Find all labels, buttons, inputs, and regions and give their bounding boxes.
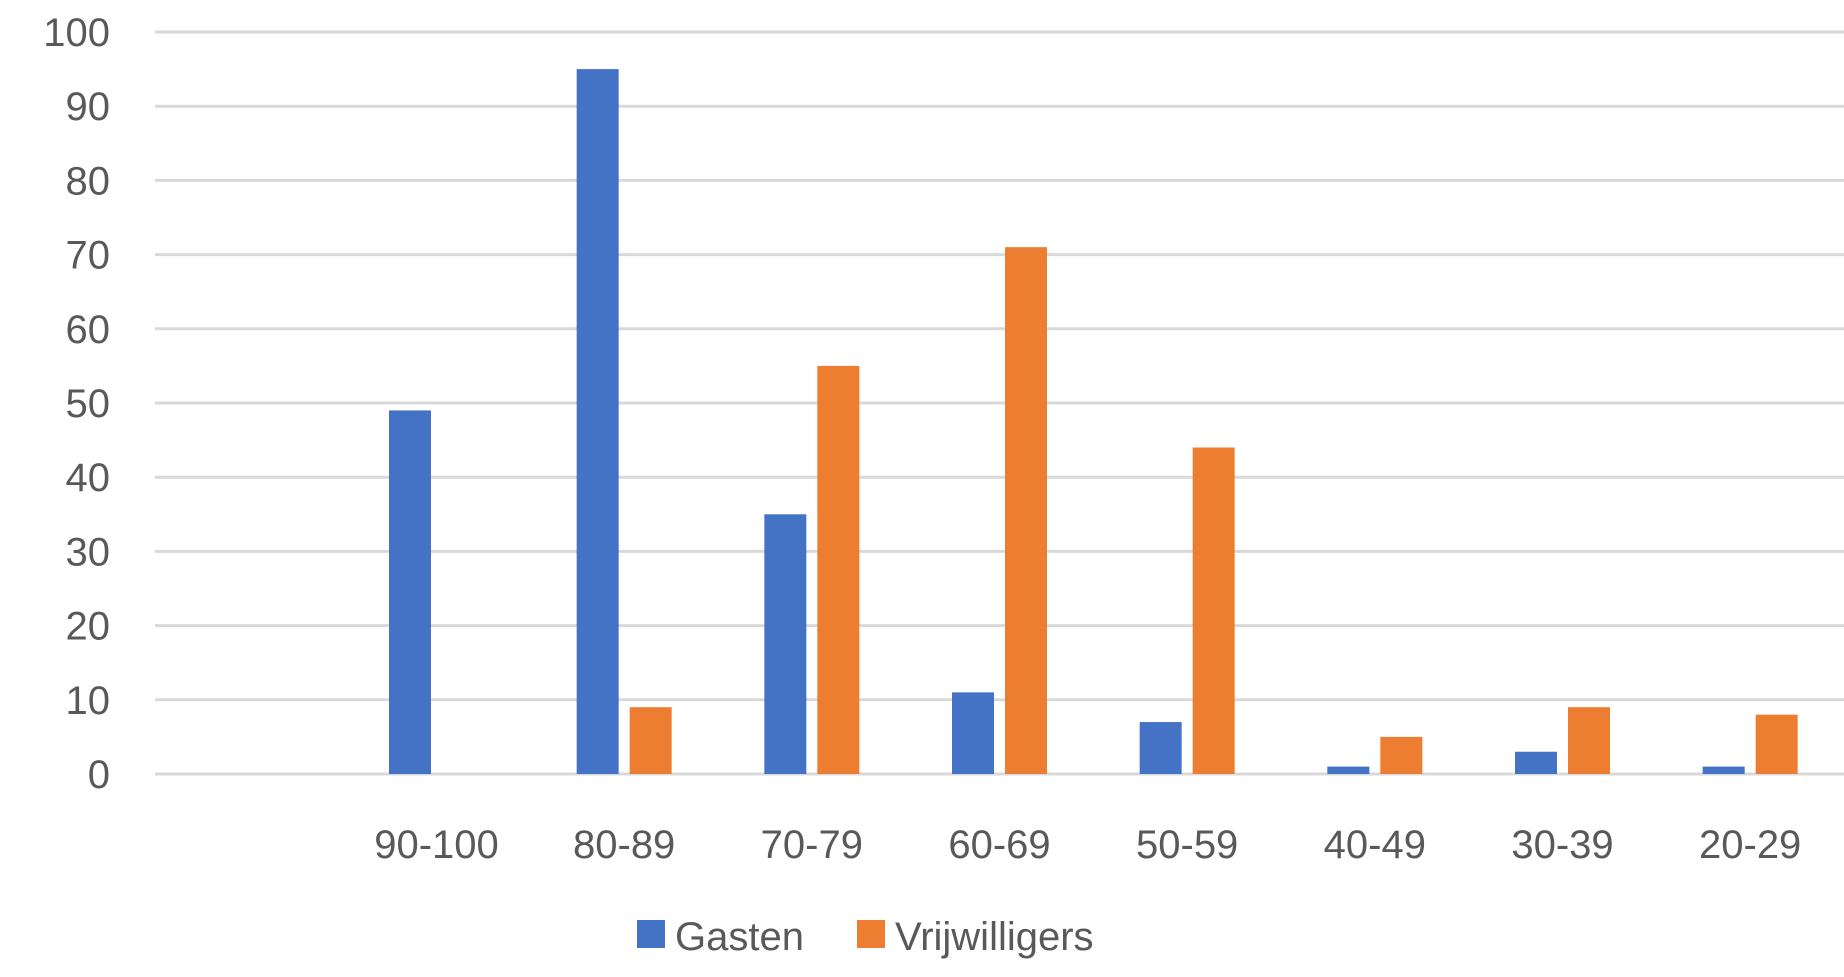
y-tick-label: 100 bbox=[43, 11, 110, 55]
y-tick-label: 80 bbox=[66, 159, 111, 203]
x-tick-label: 70-79 bbox=[761, 823, 863, 867]
legend: Gasten Vrijwilligers bbox=[637, 915, 1094, 959]
y-tick-label: 50 bbox=[66, 382, 111, 426]
bar-vrijwilligers-80-89 bbox=[629, 707, 672, 774]
legend-swatch-gasten bbox=[637, 920, 665, 948]
legend-label-vrijwilligers: Vrijwilligers bbox=[895, 915, 1094, 959]
x-tick-label: 90-100 bbox=[374, 823, 499, 867]
x-tick-label: 50-59 bbox=[1136, 823, 1238, 867]
y-tick-label: 30 bbox=[66, 530, 111, 574]
x-tick-label: 60-69 bbox=[948, 823, 1050, 867]
bar-vrijwilligers-40-49 bbox=[1380, 736, 1423, 774]
gridlines bbox=[155, 30, 1844, 776]
x-tick-label: 40-49 bbox=[1324, 823, 1426, 867]
bar-gasten-70-79 bbox=[764, 514, 807, 774]
bar-gasten-90-100 bbox=[389, 410, 431, 774]
bars bbox=[389, 69, 1798, 775]
bar-gasten-30-39 bbox=[1515, 751, 1557, 774]
y-tick-label: 70 bbox=[66, 234, 111, 278]
y-tick-label: 10 bbox=[66, 679, 111, 723]
legend-label-gasten: Gasten bbox=[675, 915, 804, 959]
bar-gasten-80-89 bbox=[576, 69, 619, 775]
x-tick-label: 20-29 bbox=[1699, 823, 1801, 867]
bar-gasten-20-29 bbox=[1702, 766, 1745, 774]
y-tick-label: 0 bbox=[88, 753, 110, 797]
y-tick-label: 90 bbox=[66, 85, 111, 129]
y-tick-label: 20 bbox=[66, 605, 111, 649]
bar-vrijwilligers-30-39 bbox=[1568, 707, 1610, 774]
y-tick-label: 60 bbox=[66, 308, 111, 352]
x-tick-label: 30-39 bbox=[1511, 823, 1613, 867]
y-tick-label: 40 bbox=[66, 456, 111, 500]
legend-swatch-vrijwilligers bbox=[857, 920, 885, 948]
bar-vrijwilligers-70-79 bbox=[817, 365, 860, 774]
bar-vrijwilligers-60-69 bbox=[1005, 247, 1047, 774]
bar-gasten-60-69 bbox=[952, 692, 994, 774]
y-axis-ticks: 0 10 20 30 40 50 60 70 80 90 100 bbox=[43, 11, 110, 797]
x-axis-ticks: 90-100 80-89 70-79 60-69 50-59 40-49 30-39 20-2… bbox=[374, 823, 1801, 867]
x-tick-label: 80-89 bbox=[573, 823, 675, 867]
bar-gasten-40-49 bbox=[1327, 766, 1370, 774]
bar-vrijwilligers-20-29 bbox=[1755, 714, 1798, 774]
bar-gasten-50-59 bbox=[1139, 722, 1182, 774]
bar-vrijwilligers-50-59 bbox=[1192, 447, 1235, 774]
